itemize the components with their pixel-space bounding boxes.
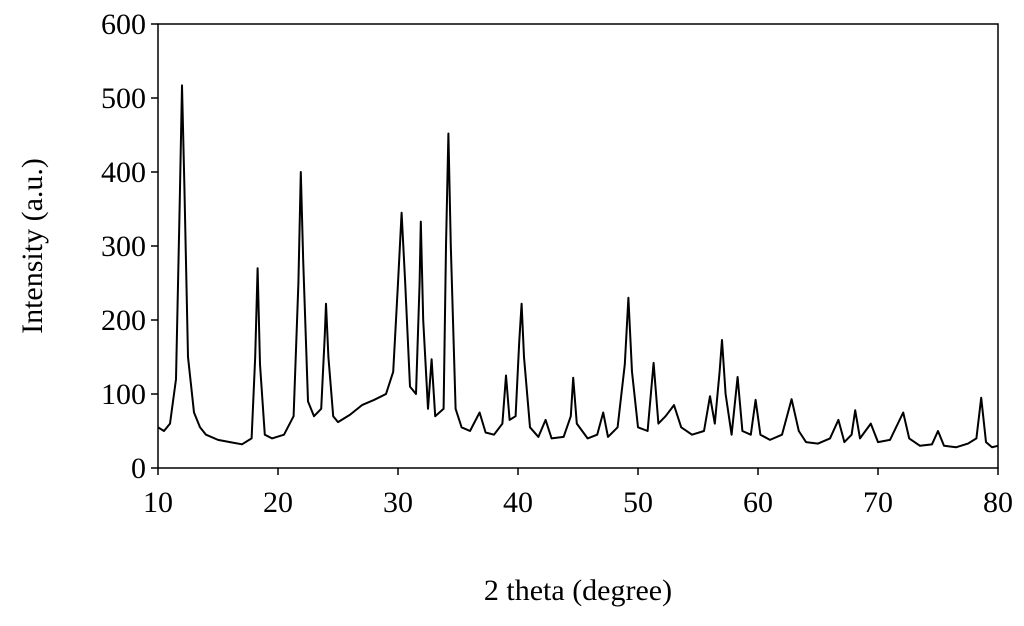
- x-tick-label: 70: [863, 486, 893, 519]
- data-line: [157, 84, 999, 449]
- y-tick-label: 300: [101, 230, 146, 263]
- x-tick-label: 60: [743, 486, 773, 519]
- y-tick-label: 500: [101, 82, 146, 115]
- y-tick-label: 600: [101, 8, 146, 41]
- x-tick-label: 40: [503, 486, 533, 519]
- y-tick-label: 0: [131, 452, 146, 485]
- x-tick-label: 50: [623, 486, 653, 519]
- y-axis-label: Intensity (a.u.): [16, 158, 49, 334]
- x-tick-label: 30: [383, 486, 413, 519]
- x-tick-label: 80: [983, 486, 1013, 519]
- x-tick-label: 20: [263, 486, 293, 519]
- plot-frame: [157, 23, 999, 469]
- y-tick-label: 200: [101, 304, 146, 337]
- x-axis-label: 2 theta (degree): [484, 574, 672, 607]
- y-tick-label: 400: [101, 156, 146, 189]
- x-tick-label: 10: [143, 486, 173, 519]
- y-tick-label: 100: [101, 378, 146, 411]
